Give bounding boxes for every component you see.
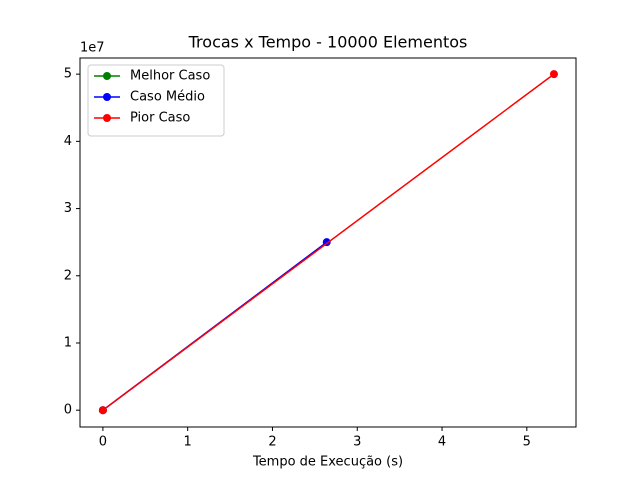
legend-box (87, 64, 225, 137)
x-tick-label: 1 (184, 435, 192, 450)
x-tick-label: 2 (268, 435, 276, 450)
legend-marker (103, 114, 111, 122)
x-tick-label: 5 (523, 435, 531, 450)
y-tick-label: 0 (64, 403, 72, 418)
y-tick-label: 2 (64, 268, 72, 283)
y-offset-label: 1e7 (80, 41, 105, 56)
y-tick-label: 4 (64, 134, 72, 149)
x-tick-label: 0 (99, 435, 107, 450)
series-line (102, 73, 555, 411)
data-point (98, 406, 107, 415)
plot-area (79, 57, 577, 428)
y-tick-label: 1 (64, 335, 72, 350)
x-tick-label: 3 (353, 435, 361, 450)
legend-label: Pior Caso (130, 111, 190, 126)
chart-title: Trocas x Tempo - 10000 Elementos (188, 33, 468, 52)
legend-marker (103, 72, 111, 80)
legend-label: Caso Médio (130, 90, 205, 105)
y-tick-label: 5 (64, 67, 72, 82)
legend-marker (103, 93, 111, 101)
x-tick-label: 4 (438, 435, 446, 450)
x-axis-label: Tempo de Execução (s) (252, 455, 403, 470)
legend-label: Melhor Caso (130, 69, 210, 84)
y-tick-label: 3 (64, 201, 72, 216)
data-point (549, 70, 558, 79)
